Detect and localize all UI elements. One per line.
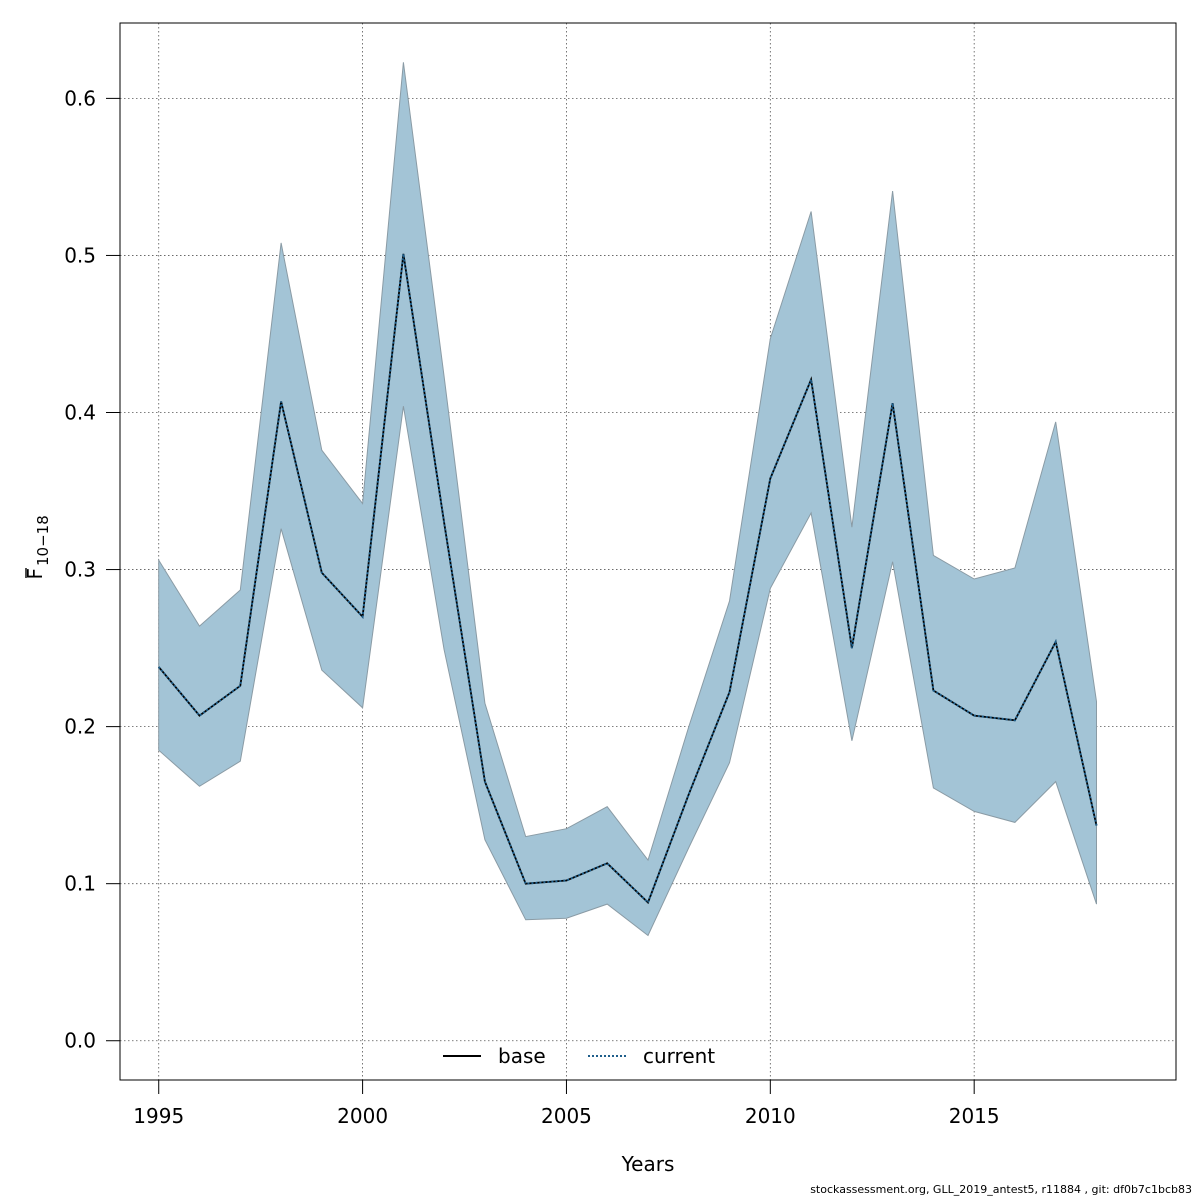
legend: base current (443, 1044, 715, 1068)
legend-label-base: base (498, 1044, 546, 1068)
y-tick-label-4: 0.4 (64, 401, 96, 425)
x-tick-label-2005: 2005 (541, 1104, 592, 1128)
y-axis-title: F 10−18 (23, 515, 52, 579)
y-tick-label-3: 0.3 (64, 558, 96, 582)
y-tick-label-1: 0.1 (64, 872, 96, 896)
y-axis-title-subscript: 10−18 (34, 515, 52, 566)
legend-label-current: current (643, 1044, 715, 1068)
x-tick-label-1995: 1995 (133, 1104, 184, 1128)
y-tick-label-6: 0.6 (64, 86, 96, 110)
grid (120, 23, 1176, 1080)
x-tick-label-2015: 2015 (949, 1104, 1000, 1128)
confidence-band (158, 62, 1097, 937)
y-axis-title-main: F (23, 568, 47, 580)
y-tick-label-0: 0.0 (64, 1029, 96, 1053)
x-tick-label-2000: 2000 (337, 1104, 388, 1128)
series-line-current (157, 253, 1098, 905)
series-lines (157, 253, 1098, 905)
x-tick-label-2010: 2010 (745, 1104, 796, 1128)
x-axis-title: Years (621, 1152, 675, 1176)
y-tick-label-5: 0.5 (64, 243, 96, 267)
y-tick-label-2: 0.2 (64, 715, 96, 739)
footer-credit: stockassessment.org, GLL_2019_antest5, r… (810, 1183, 1192, 1196)
axes: 1995 2000 2005 2010 2015 0.0 0.1 0.2 0.3 0.4 0.5 0.… (64, 86, 999, 1128)
